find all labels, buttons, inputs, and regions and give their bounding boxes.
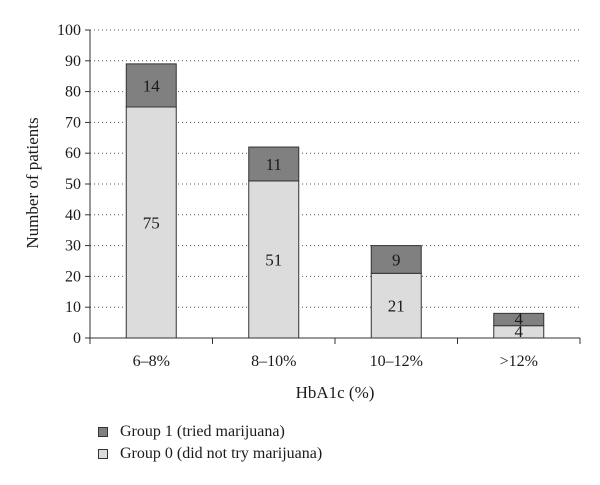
y-tick-label: 20 [65, 268, 81, 285]
data-label: 21 [388, 297, 405, 316]
bar-segment-series-0-0 [125, 106, 177, 339]
data-label: 11 [266, 155, 282, 174]
data-label: 75 [143, 214, 160, 233]
y-tick-label: 100 [57, 22, 81, 39]
x-tick-label: >12% [500, 353, 538, 370]
x-tick-label: 10–12% [370, 353, 423, 370]
x-tick-label: 8–10% [251, 353, 296, 370]
x-axis-label: HbA1c (%) [296, 383, 375, 402]
legend-item-group-0: Group 0 (did not try marijuana) [98, 443, 322, 465]
gridlines [90, 29, 580, 308]
legend: Group 1 (tried marijuana) Group 0 (did n… [98, 421, 322, 465]
data-label: 4 [515, 310, 524, 329]
x-tick-labels: 6–8% 8–10% 10–12% >12% [133, 353, 538, 370]
bar-segment-series-0-2 [370, 272, 422, 339]
legend-swatch-group-1 [98, 427, 108, 437]
bars: 75 14 51 11 21 9 44 [125, 63, 545, 341]
y-tick-labels: 0 10 20 30 40 50 60 70 80 90 100 [57, 22, 81, 347]
data-label: 9 [392, 250, 401, 269]
legend-label-group-1: Group 1 (tried marijuana) [120, 423, 285, 440]
bar-segment-series-1-3 [493, 312, 545, 327]
bar-segment-series-0-1 [248, 180, 300, 339]
y-tick-label: 50 [65, 176, 81, 193]
axes [85, 29, 581, 344]
y-tick-label: 0 [73, 330, 81, 347]
bar-segment-series-1-2 [370, 245, 422, 274]
bar-segment-series-1-0 [125, 63, 177, 108]
data-label: 51 [265, 250, 282, 269]
y-tick-label: 70 [65, 114, 81, 131]
legend-item-group-1: Group 1 (tried marijuana) [98, 421, 322, 443]
y-tick-label: 40 [65, 207, 81, 224]
legend-label-group-0: Group 0 (did not try marijuana) [120, 445, 323, 462]
y-tick-label: 10 [65, 299, 81, 316]
y-tick-label: 30 [65, 238, 81, 255]
y-axis-label: Number of patients [23, 117, 42, 248]
bar-segment-series-1-1 [248, 146, 300, 182]
y-tick-label: 60 [65, 145, 81, 162]
data-label: 14 [143, 76, 161, 95]
x-tick-label: 6–8% [133, 353, 170, 370]
legend-swatch-group-0 [98, 449, 108, 459]
data-label: 4 [515, 322, 524, 341]
y-tick-label: 90 [65, 53, 81, 70]
y-tick-label: 80 [65, 84, 81, 101]
